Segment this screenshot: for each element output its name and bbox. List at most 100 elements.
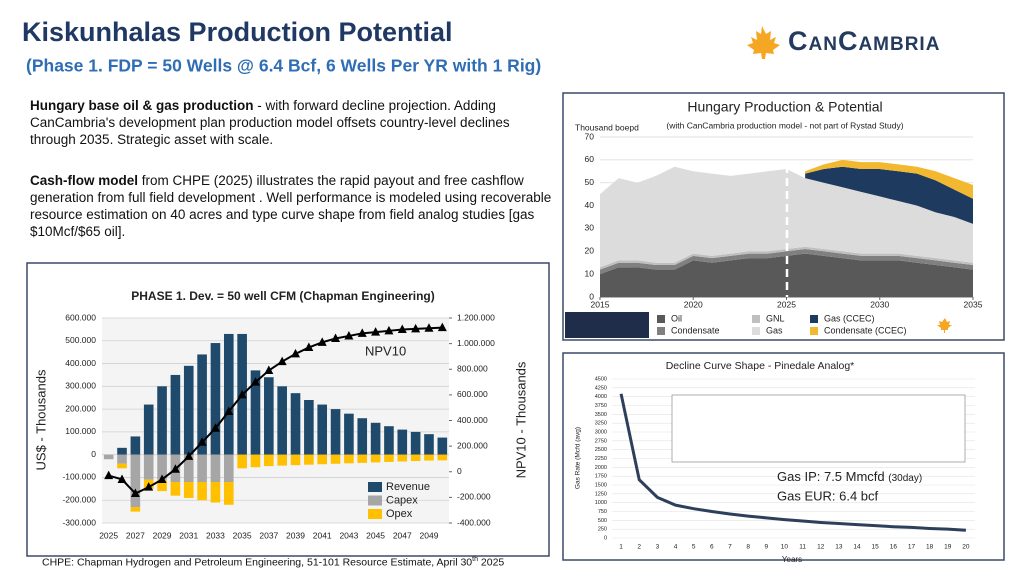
x-tick-label: 12 [817,544,825,551]
marker [424,323,434,332]
marker [357,328,367,337]
text: CHPE: Chapman Hydrogen and Petroleum Eng… [42,556,473,569]
bar [117,454,127,464]
chart-title: Hungary Production & Potential [687,99,882,115]
marker [224,406,234,416]
legend-leaf [937,318,952,333]
marker [371,327,381,336]
legend-swatch [368,495,382,506]
y-tick-label: -200.000 [62,494,96,504]
y-tick-label: 0 [604,535,607,541]
notes-box [671,394,966,463]
x-tick-label: 3 [656,544,660,551]
bar [397,454,408,462]
bar [437,454,448,461]
bar [157,479,167,492]
x-tick-label: 20 [962,544,970,551]
y-tick-label: 60 [585,154,595,164]
bar [250,454,261,468]
marker [277,356,287,366]
legend-swatch [368,509,382,519]
bar [384,454,394,462]
x-tick-label: 2030 [870,299,889,309]
y-tick-label: 400.000 [65,358,96,368]
x-tick-label: 16 [890,544,898,551]
y-tick-label: 500 [598,518,607,524]
annotation: Gas IP: 7.5 Mmcfd (30day) [777,469,922,484]
bar [183,454,194,482]
y-tick-label: 2750 [595,438,607,444]
bar [183,365,194,455]
y-tick-label: 300.000 [65,381,96,391]
y-tick-label: -300.000 [62,517,96,527]
x-tick-label: 2041 [313,530,332,540]
bar [264,454,274,467]
marker [197,437,207,446]
y2-tick-label: 200.000 [457,440,488,450]
y-tick-label: 1000 [595,500,607,506]
bar [410,431,421,455]
y-tick-label: 1750 [595,474,607,480]
y-tick-label: 2000 [595,465,607,471]
footnote: CHPE: Chapman Hydrogen and Petroleum Eng… [42,556,504,569]
x-tick-label: 8 [746,544,750,551]
legend-swatch [810,327,818,335]
y-tick-label: 2250 [595,456,607,462]
legend-label: Capex [386,494,418,506]
bar [223,333,234,455]
bar [223,482,234,505]
y-tick-label: 750 [598,509,607,515]
bar [210,454,221,482]
paragraph: Cash-flow model from CHPE (2025) illustr… [30,172,552,240]
y2-tick-label: 400.000 [457,415,488,425]
y-tick-label: 200.000 [65,403,96,413]
x-tick-label: 2035 [233,530,252,540]
bar [170,374,181,455]
bar [290,393,301,455]
bar [250,370,261,455]
x-tick-label: 1 [619,544,623,551]
cashflow-chart: PHASE 1. Dev. = 50 well CFM (Chapman Eng… [33,289,528,540]
y-axis-label: Gas Rate (Mcfd (avg) [575,427,582,489]
x-tick-label: 2020 [684,299,703,309]
marker [117,474,127,483]
marker [104,470,114,480]
bar [170,482,181,496]
marker [384,325,394,335]
marker [264,365,274,375]
y2-tick-label: 800.000 [457,364,488,374]
x-tick-label: 2035 [964,299,983,309]
bar [223,454,234,482]
bar [304,454,314,465]
lead: Cash-flow model [30,173,139,188]
text: th [472,556,478,563]
bar [277,386,287,455]
bar [357,454,368,463]
y-tick-label: 1500 [595,482,607,488]
area [600,249,973,275]
marker [144,482,154,491]
subtitle: (Phase 1. FDP = 50 Wells @ 6.4 Bcf, 6 We… [26,56,541,76]
x-tick-label: 2015 [591,299,610,309]
y-tick-label: 100.000 [65,426,96,436]
x-tick-label: 9 [764,544,768,551]
bar [330,454,341,464]
text: - with forward decline projection. Addin… [30,98,510,147]
y-tick-label: 40 [585,200,595,210]
x-tick-label: 11 [799,544,806,551]
x-tick-label: 19 [944,544,952,551]
y-tick-label: 50 [585,177,595,187]
bar [210,343,221,455]
bar [117,463,127,469]
bar [117,447,127,455]
legend-swatch [368,482,382,492]
logo-text: CanCambria [788,26,940,56]
y-tick-label: 20 [585,246,595,256]
legend-swatch [657,315,665,323]
bar [143,454,154,480]
y2-tick-label: -400.000 [457,517,491,527]
y-axis-label: Thousand boepd [575,122,639,132]
bar [210,482,221,503]
